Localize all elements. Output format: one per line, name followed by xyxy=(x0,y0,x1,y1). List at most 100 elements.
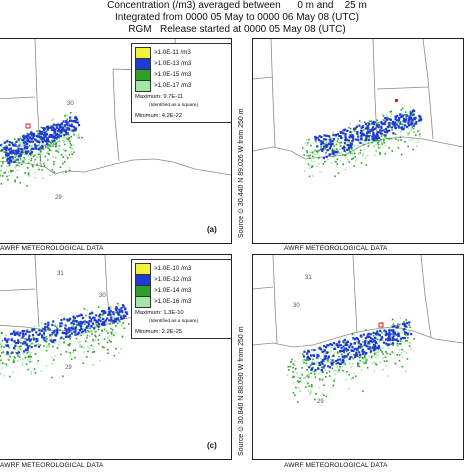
plume-particle xyxy=(60,314,62,316)
plume-particle xyxy=(401,336,404,340)
plume-particle xyxy=(94,334,96,337)
plume-particle xyxy=(407,145,409,148)
plume-particle xyxy=(117,352,120,354)
plume-particle xyxy=(337,137,339,140)
plume-particle xyxy=(388,327,391,329)
plume-particle xyxy=(51,141,54,144)
plume-particle xyxy=(36,153,38,155)
plume-particle xyxy=(371,346,374,349)
plume-particle xyxy=(377,348,380,350)
plume-particle xyxy=(50,337,53,340)
plume-particle xyxy=(352,157,354,160)
plume-particle xyxy=(6,157,9,160)
plume-particle xyxy=(394,362,397,365)
map-b-svg xyxy=(253,39,463,178)
plume-particle xyxy=(311,165,314,167)
plume-particle xyxy=(95,321,98,324)
plume-particle xyxy=(81,321,85,324)
plume-particle xyxy=(43,137,46,140)
plume-particle xyxy=(309,392,312,395)
plume-particle xyxy=(0,352,3,354)
plume-particle xyxy=(410,110,412,113)
plume-particle xyxy=(327,158,329,160)
plume-particle xyxy=(375,363,378,366)
plume-particle xyxy=(115,347,117,350)
plume-particle xyxy=(411,111,414,114)
plume-particle xyxy=(379,129,382,132)
plume-particle xyxy=(54,129,57,132)
plume-particle xyxy=(414,116,417,119)
plume-particle xyxy=(42,332,46,335)
plume-particle xyxy=(70,147,73,150)
plume-particle xyxy=(371,362,374,365)
plume-particle xyxy=(115,307,118,310)
plume-particle xyxy=(322,145,326,148)
plume-particle xyxy=(26,342,28,345)
plume-particle xyxy=(52,128,55,131)
plume-particle xyxy=(385,350,387,353)
plume-particle xyxy=(64,115,66,117)
plume-particle xyxy=(370,337,373,340)
plume-particle xyxy=(88,315,91,318)
plume-particle xyxy=(19,137,22,140)
plume-particle xyxy=(372,123,375,126)
plume-particle xyxy=(397,334,400,338)
plume-particle xyxy=(406,358,409,360)
legend-label: >1.0E-14 /m3 xyxy=(154,287,192,294)
plume-particle xyxy=(294,364,296,367)
plume-particle xyxy=(371,126,375,129)
plume-particle xyxy=(73,326,75,329)
plume-particle xyxy=(364,354,366,356)
plume-particle xyxy=(68,330,71,333)
map-panel-a: 30 31 29 >1.0E-11 /m3 >1.0E-13 /m3 >1.0E… xyxy=(0,38,232,244)
plume-particle xyxy=(40,126,43,129)
plume-particle xyxy=(334,175,336,178)
plume-particle xyxy=(45,152,48,154)
plume-particle xyxy=(346,144,348,146)
plume-particle xyxy=(336,133,339,136)
plume-particle xyxy=(61,127,64,130)
plume-particle xyxy=(29,338,32,341)
plume-particle xyxy=(320,146,322,148)
plume-particle xyxy=(376,338,379,341)
plume-particle xyxy=(6,364,8,367)
plume-particle xyxy=(404,111,407,113)
plume-particle xyxy=(419,133,421,136)
plume-particle xyxy=(81,316,85,320)
plume-particle xyxy=(365,329,367,331)
plume-particle xyxy=(74,120,77,124)
plume-particle xyxy=(63,129,66,132)
plume-particle xyxy=(360,343,363,346)
plume-particle xyxy=(316,165,318,167)
plume-particle xyxy=(6,159,9,162)
plume-particle xyxy=(292,391,295,394)
plume-particle xyxy=(4,171,7,174)
plume-particle xyxy=(24,333,27,336)
plume-particle xyxy=(370,120,372,122)
plume-particle xyxy=(314,156,316,159)
plume-particle xyxy=(33,161,35,163)
plume-particle xyxy=(380,337,383,340)
plume-particle xyxy=(342,349,345,352)
plume-particle xyxy=(57,144,60,147)
plume-particle xyxy=(372,349,375,352)
plume-particle xyxy=(353,165,355,167)
plume-particle xyxy=(28,351,30,354)
plume-particle xyxy=(380,135,383,137)
plume-particle xyxy=(22,135,25,138)
plume-b xyxy=(302,106,423,178)
plume-particle xyxy=(6,145,8,147)
plume-particle xyxy=(7,179,9,181)
plume-particle xyxy=(38,130,41,133)
plume-particle xyxy=(369,333,372,336)
plume-particle xyxy=(397,125,400,128)
plume-particle xyxy=(361,130,364,133)
plume-particle xyxy=(354,156,356,158)
plume-particle xyxy=(374,135,377,138)
plume-particle xyxy=(385,360,388,362)
plume-particle xyxy=(373,127,376,130)
plume-particle xyxy=(337,371,339,373)
plume-particle xyxy=(68,137,70,139)
plume-particle xyxy=(93,329,96,332)
plume-particle xyxy=(339,160,342,162)
